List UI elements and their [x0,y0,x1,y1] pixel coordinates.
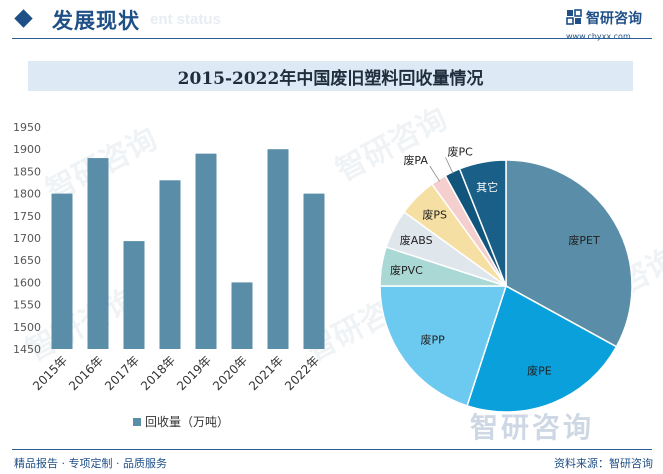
x-tick-label: 2020年 [210,353,250,393]
x-tick-label: 2015年 [30,353,70,393]
pie-leader-line [429,165,440,182]
logo-icon [566,9,582,25]
footer-slogan: 精品报告 · 专项定制 · 品质服务 [14,457,167,470]
x-tick-label: 2018年 [138,353,178,393]
y-tick-label: 1650 [13,254,41,267]
watermark-brand: 智研咨询 [470,411,595,444]
legend-label: 回收量（万吨） [145,415,229,429]
brand-name: 智研咨询 [586,11,642,27]
header: ent status 发展现状 智研咨询 www.chyxx.com [0,0,663,42]
y-tick-label: 1600 [13,276,41,289]
section-title: 发展现状 [52,9,140,33]
y-tick-label: 1950 [13,121,41,134]
x-tick-label: 2017年 [102,353,142,393]
pie-label: 废PP [420,332,445,346]
y-tick-label: 1900 [13,143,41,156]
header-ghost-text: ent status [150,11,221,28]
pie-slice-2 [379,285,508,407]
y-tick-label: 1450 [13,343,41,356]
bar-6 [267,149,289,349]
y-tick-label: 1850 [13,165,41,178]
bar-0 [51,193,73,349]
pie-label: 废PET [568,233,600,247]
x-tick-label: 2022年 [282,353,322,393]
x-tick-label: 2016年 [66,353,106,393]
footer-source: 资料来源：智研咨询 [554,457,653,470]
y-tick-label: 1800 [13,188,41,201]
pie-slice-0 [505,159,633,348]
chart-title: 2015-2022年中国废旧塑料回收量情况 [177,68,484,89]
x-tick-label: 2021年 [246,353,286,393]
pie-label: 废PS [422,208,447,222]
bar-5 [231,282,253,349]
y-tick-label: 1550 [13,299,41,312]
bar-2 [123,241,145,349]
footer: 精品报告 · 专项定制 · 品质服务 资料来源：智研咨询 [0,449,663,474]
pie-leader-line [445,157,454,174]
pie-label: 其它 [476,180,498,194]
pie-label: 废PVC [390,263,423,277]
bar-3 [159,180,181,349]
pie-label: 废PE [527,363,552,377]
bar-4 [195,153,217,349]
legend-swatch [133,418,141,426]
pie-slice-1 [466,284,618,413]
pie-label: 废PC [448,145,474,159]
header-divider [12,38,652,39]
footer-divider [12,449,652,450]
pie-label: 废PA [403,153,428,167]
chart-title-banner: 2015-2022年中国废旧塑料回收量情况 [28,61,633,91]
site-url[interactable]: www.chyxx.com [566,32,631,41]
y-tick-label: 1500 [13,321,41,334]
bar-7 [303,193,325,349]
pie-label: 废ABS [400,233,433,247]
y-tick-label: 1700 [13,232,41,245]
x-tick-label: 2019年 [174,353,214,393]
bar-1 [87,158,109,349]
y-tick-label: 1750 [13,210,41,223]
pie-slice-8 [458,159,507,287]
